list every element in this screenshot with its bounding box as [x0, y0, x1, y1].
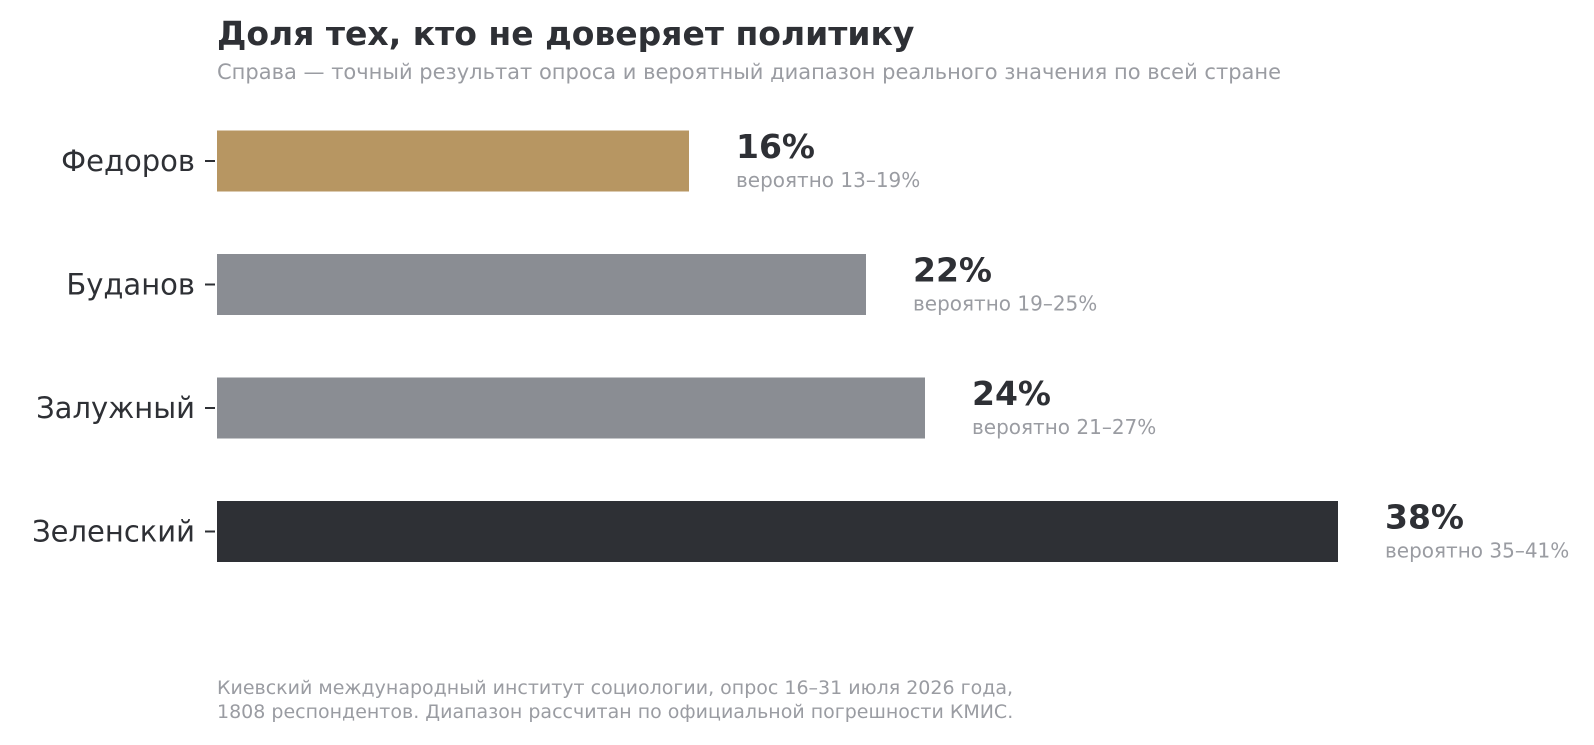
y-tick-label: Залужный	[36, 391, 195, 425]
range-label: вероятно 35–41%	[1385, 539, 1569, 563]
value-label: 24%	[972, 374, 1051, 413]
bars	[217, 130, 1338, 562]
source-note-line-2: 1808 респондентов. Диапазон рассчитан по…	[217, 701, 1014, 723]
value-label: 22%	[913, 251, 992, 290]
y-axis: Федоров Буданов Залужный Зеленский	[32, 144, 215, 549]
value-labels: 16%вероятно 13–19%22%вероятно 19–25%24%в…	[736, 127, 1569, 563]
y-tick-label: Федоров	[61, 144, 195, 178]
bar	[217, 501, 1338, 562]
source-note-line-1: Киевский международный институт социолог…	[217, 677, 1014, 699]
y-tick-label: Буданов	[66, 268, 195, 302]
bar	[217, 377, 925, 439]
chart-subtitle: Справа — точный результат опроса и вероя…	[217, 60, 1282, 84]
value-label: 16%	[736, 127, 815, 166]
range-label: вероятно 19–25%	[913, 292, 1097, 316]
range-label: вероятно 21–27%	[972, 415, 1156, 439]
range-label: вероятно 13–19%	[736, 168, 920, 192]
bar	[217, 254, 866, 315]
chart-title: Доля тех, кто не доверяет политику	[217, 14, 915, 53]
source-note: Киевский международный институт социолог…	[217, 676, 1013, 724]
bar	[217, 130, 689, 192]
y-tick-label: Зеленский	[32, 515, 195, 549]
value-label: 38%	[1385, 498, 1464, 537]
